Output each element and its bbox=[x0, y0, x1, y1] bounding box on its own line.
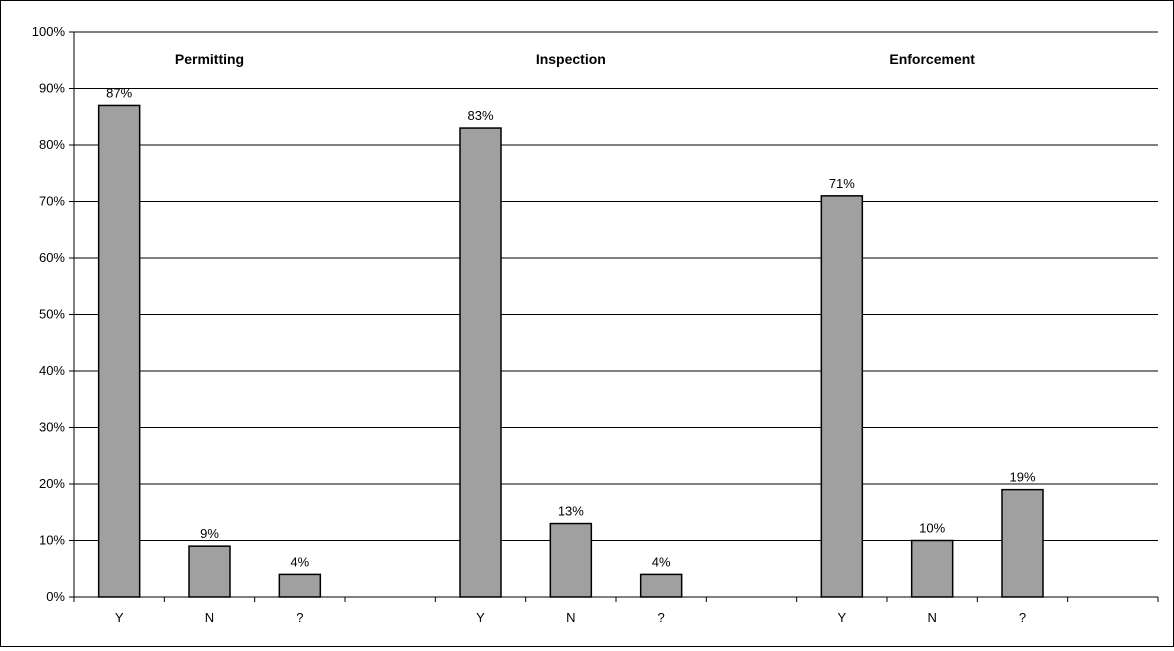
bar bbox=[459, 127, 502, 598]
x-tick-label: Y bbox=[115, 610, 124, 625]
y-tick-label: 10% bbox=[39, 533, 65, 548]
bar bbox=[97, 104, 141, 598]
data-label: 10% bbox=[919, 521, 945, 536]
y-tick-label: 100% bbox=[32, 24, 66, 39]
y-tick-label: 0% bbox=[46, 589, 65, 604]
data-label: 13% bbox=[558, 504, 584, 519]
y-tick-label: 90% bbox=[39, 81, 65, 96]
bar bbox=[278, 573, 322, 598]
data-label: 4% bbox=[652, 554, 671, 569]
x-tick-label: ? bbox=[1019, 610, 1026, 625]
y-tick-label: 70% bbox=[39, 194, 65, 209]
y-tick-label: 30% bbox=[39, 420, 65, 435]
x-tick-label: ? bbox=[658, 610, 665, 625]
data-label: 9% bbox=[200, 526, 219, 541]
bar bbox=[549, 522, 593, 598]
bar bbox=[910, 539, 954, 598]
y-tick-label: 80% bbox=[39, 137, 65, 152]
x-tick-label: N bbox=[566, 610, 575, 625]
data-label: 19% bbox=[1009, 470, 1035, 485]
y-tick-label: 50% bbox=[39, 307, 65, 322]
group-title: Permitting bbox=[175, 51, 244, 67]
bar bbox=[1001, 488, 1044, 598]
bar bbox=[188, 545, 231, 598]
x-tick-label: Y bbox=[837, 610, 846, 625]
y-tick-label: 60% bbox=[39, 250, 65, 265]
bar bbox=[639, 573, 683, 598]
group-title: Inspection bbox=[536, 51, 606, 67]
x-tick-label: Y bbox=[476, 610, 485, 625]
x-tick-label: ? bbox=[296, 610, 303, 625]
x-tick-label: N bbox=[205, 610, 214, 625]
x-tick-label: N bbox=[927, 610, 936, 625]
y-tick-label: 40% bbox=[39, 363, 65, 378]
group-title: Enforcement bbox=[889, 51, 975, 67]
data-label: 71% bbox=[829, 176, 855, 191]
y-tick-label: 20% bbox=[39, 476, 65, 491]
data-label: 83% bbox=[467, 108, 493, 123]
data-label: 87% bbox=[106, 85, 132, 100]
data-label: 4% bbox=[290, 554, 309, 569]
bar bbox=[820, 195, 864, 598]
